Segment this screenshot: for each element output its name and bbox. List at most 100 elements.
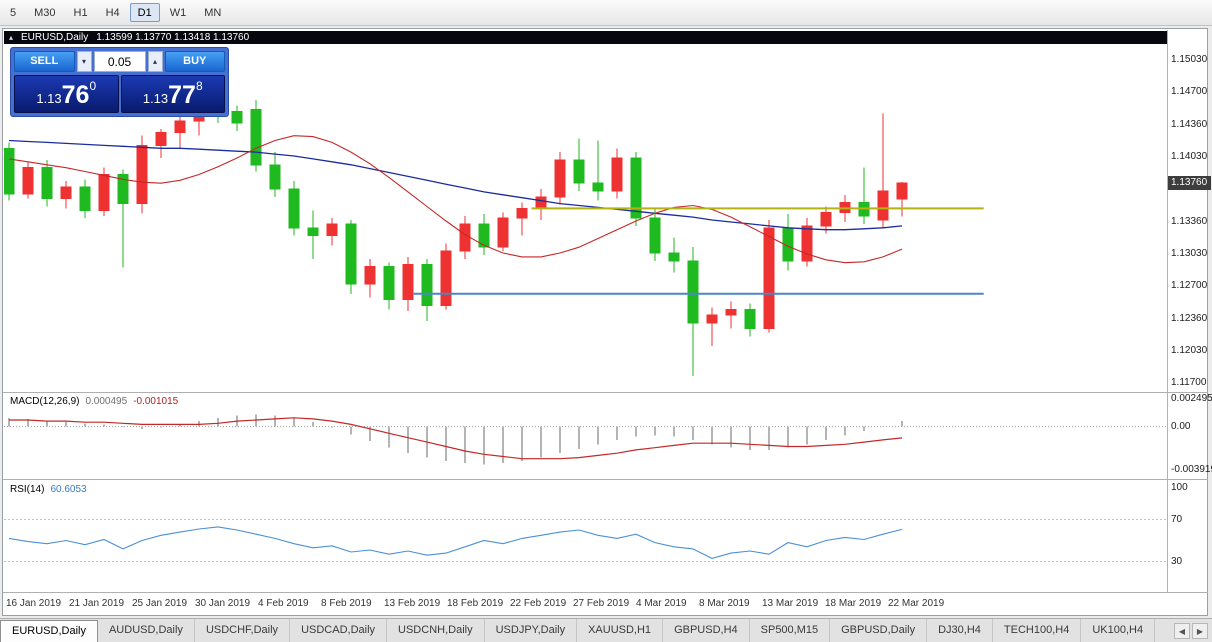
macd-histogram-bar — [27, 418, 29, 427]
ma-slow-line — [8, 139, 903, 231]
tab-uk100-h4[interactable]: UK100,H4 — [1081, 619, 1156, 642]
buy-price-pips: 77 — [168, 81, 196, 109]
tab-xauusd-h1[interactable]: XAUUSD,H1 — [577, 619, 664, 642]
tab-tech100-h4[interactable]: TECH100,H4 — [993, 619, 1082, 642]
timeframe-button-d1[interactable]: D1 — [129, 3, 160, 22]
macd-histogram-bar — [692, 426, 694, 440]
candle-body — [288, 188, 300, 229]
chart-title-bar: ▴ EURUSD,Daily 1.13599 1.13770 1.13418 1… — [4, 31, 1167, 44]
tab-audusd-daily[interactable]: AUDUSD,Daily — [98, 619, 195, 642]
sell-price-point: 0 — [89, 79, 97, 93]
tab-gbpusd-h4[interactable]: GBPUSD,H4 — [663, 619, 750, 642]
date-axis-separator — [3, 592, 1208, 593]
candle-body — [22, 167, 34, 195]
tabs-scroll-right-button[interactable]: ▶ — [1192, 622, 1208, 639]
macd-label: MACD(12,26,9) 0.000495 -0.001015 — [10, 396, 178, 407]
tab-usdjpy-daily[interactable]: USDJPY,Daily — [485, 619, 578, 642]
date-axis-label: 25 Jan 2019 — [132, 598, 188, 609]
candle-body — [706, 314, 718, 324]
collapse-arrow-icon[interactable]: ▴ — [9, 33, 14, 42]
macd-histogram-bar — [863, 426, 865, 432]
rsi-label: RSI(14) 60.6053 — [10, 484, 87, 495]
timeframe-button-h4[interactable]: H4 — [105, 7, 120, 19]
tab-eurusd-daily[interactable]: EURUSD,Daily — [0, 620, 98, 642]
candle-body — [98, 173, 110, 211]
lot-size-input[interactable] — [93, 51, 146, 72]
candle-body — [326, 223, 338, 237]
price-axis-label: 1.13030 — [1171, 247, 1208, 259]
price-axis-separator — [1167, 30, 1168, 592]
timeframe-button-w1[interactable]: W1 — [169, 7, 187, 19]
rsi-indicator-pane[interactable] — [4, 480, 1167, 591]
candle-body — [174, 120, 186, 134]
timeframe-button-5[interactable]: 5 — [10, 7, 17, 19]
sell-price-button[interactable]: 1.13 76 0 — [14, 75, 119, 113]
candle-body — [307, 227, 319, 237]
chart-symbol-label: EURUSD,Daily — [21, 32, 89, 43]
candle-body — [60, 186, 72, 200]
lot-decrease-button[interactable]: ▾ — [76, 51, 92, 72]
candle-body — [649, 217, 661, 254]
macd-histogram-bar — [483, 426, 485, 465]
macd-histogram-bar — [103, 424, 105, 427]
macd-axis-label: 0.002495 — [1171, 393, 1212, 404]
timeframe-button-m30[interactable]: M30 — [34, 7, 56, 19]
macd-indicator-pane[interactable] — [4, 393, 1167, 478]
tab-sp500-m15[interactable]: SP500,M15 — [750, 619, 831, 642]
price-axis-label: 1.14700 — [1171, 86, 1208, 97]
tab-gbpusd-daily[interactable]: GBPUSD,Daily — [830, 619, 928, 642]
candle-body — [478, 223, 490, 248]
date-axis-label: 8 Mar 2019 — [699, 598, 750, 609]
sell-button[interactable]: SELL — [14, 51, 75, 72]
candle-body — [630, 157, 642, 219]
price-axis-label: 1.12030 — [1171, 344, 1208, 356]
lot-increase-button[interactable]: ▴ — [147, 51, 163, 72]
tab-usdcnh-daily[interactable]: USDCNH,Daily — [387, 619, 485, 642]
date-axis-label: 4 Feb 2019 — [258, 598, 309, 609]
candle-body — [516, 207, 528, 219]
date-axis-label: 13 Feb 2019 — [384, 598, 441, 609]
macd-histogram-bar — [654, 426, 656, 436]
chart-tab-bar: EURUSD,Daily AUDUSD,Daily USDCHF,Daily USDC… — [0, 618, 1212, 642]
timeframe-button-mn[interactable]: MN — [204, 7, 222, 19]
tabs-scroll-left-button[interactable]: ◀ — [1174, 622, 1190, 639]
macd-signal-value: -0.001015 — [133, 396, 179, 407]
candle-body — [725, 308, 737, 316]
macd-histogram-bar — [806, 426, 808, 445]
macd-histogram-bar — [711, 426, 713, 445]
candle-body — [535, 196, 547, 209]
price-chart-pane[interactable] — [4, 30, 1167, 392]
tab-dj30-h4[interactable]: DJ30,H4 — [927, 619, 993, 642]
date-axis-label: 30 Jan 2019 — [195, 598, 251, 609]
macd-histogram-bar — [369, 426, 371, 442]
timeframe-buttons: 5 M30 H1 H4 D1 W1 MN — [2, 3, 229, 22]
buy-price-major: 1.13 — [142, 91, 169, 106]
timeframe-button-h1[interactable]: H1 — [73, 7, 88, 19]
pane-separator[interactable] — [3, 392, 1208, 393]
chart-window — [2, 28, 1208, 616]
candle-body — [820, 211, 832, 227]
candle-body — [687, 260, 699, 324]
macd-histogram-bar — [578, 426, 580, 449]
buy-button[interactable]: BUY — [164, 51, 225, 72]
macd-axis-label: -0.003919 — [1171, 464, 1212, 475]
rsi-axis-label: 100 — [1171, 482, 1188, 493]
candle-body — [421, 264, 433, 306]
buy-price-point: 8 — [195, 79, 203, 93]
chart-ohlc-values: 1.13599 1.13770 1.13418 1.13760 — [96, 32, 250, 43]
buy-price-button[interactable]: 1.13 77 8 — [120, 75, 225, 113]
macd-histogram-bar — [749, 426, 751, 450]
pane-separator[interactable] — [3, 479, 1208, 480]
candle-body — [117, 173, 129, 205]
macd-histogram-bar — [445, 426, 447, 461]
macd-histogram-bar — [293, 417, 295, 427]
candle-body — [4, 147, 15, 195]
tab-usdchf-daily[interactable]: USDCHF,Daily — [195, 619, 291, 642]
candle-body — [801, 225, 813, 262]
macd-signal-line — [9, 417, 903, 460]
macd-histogram-bar — [540, 426, 542, 458]
macd-histogram-bar — [787, 426, 789, 448]
candle-body — [231, 110, 243, 124]
macd-histogram-bar — [521, 426, 523, 461]
tab-usdcad-daily[interactable]: USDCAD,Daily — [290, 619, 388, 642]
